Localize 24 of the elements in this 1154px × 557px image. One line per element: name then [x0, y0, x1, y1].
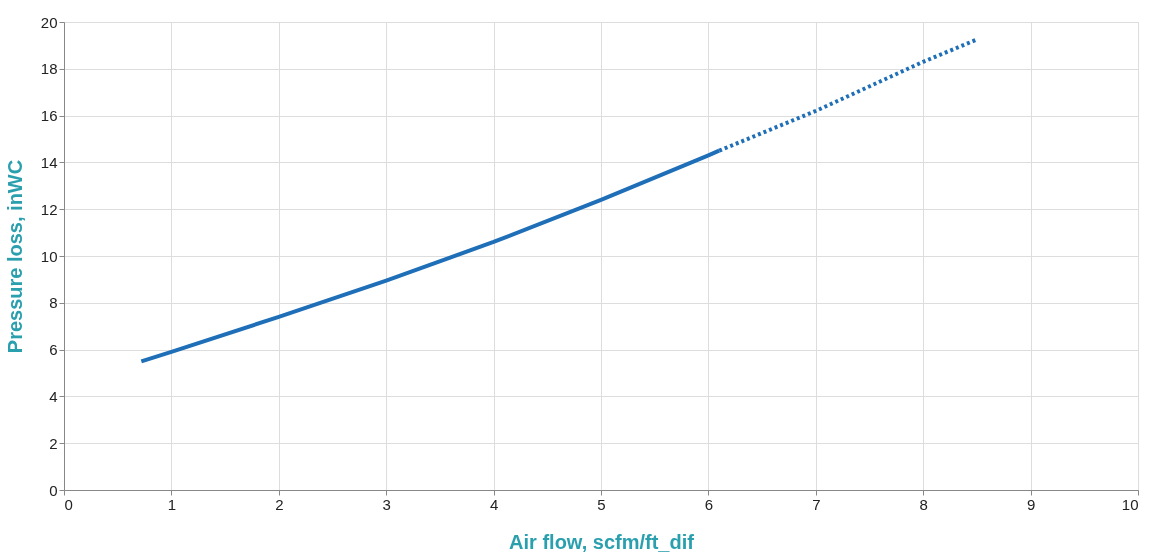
- y-tick-label: 20: [40, 13, 58, 31]
- x-tick-label: 7: [812, 495, 821, 513]
- y-tick-label: 16: [40, 107, 58, 125]
- x-tick-label: 4: [489, 495, 499, 513]
- x-tick-label: 5: [597, 495, 606, 513]
- y-tick-label: 10: [40, 247, 58, 265]
- y-tick-label: 18: [40, 60, 58, 78]
- x-tick-label: 8: [919, 495, 928, 513]
- x-tick-label: 1: [167, 495, 177, 513]
- x-tick-label: 0: [64, 495, 73, 513]
- x-tick-label: 9: [1026, 495, 1036, 513]
- y-tick-label: 0: [49, 481, 58, 499]
- x-tick-label: 6: [704, 495, 714, 513]
- x-tick-label: 2: [275, 495, 284, 513]
- x-tick-label: 10: [1121, 495, 1139, 513]
- y-tick-label: 2: [49, 434, 58, 452]
- y-tick-label: 14: [40, 153, 58, 171]
- y-tick-label: 8: [49, 294, 58, 312]
- y-tick-label: 12: [40, 200, 58, 218]
- y-tick-label: 6: [49, 341, 58, 359]
- y-tick-label: 4: [49, 387, 58, 405]
- x-axis-title: Air flow, scfm/ft_dif: [509, 530, 695, 553]
- y-axis-title: Pressure loss, inWC: [3, 159, 26, 354]
- x-tick-label: 3: [382, 495, 391, 513]
